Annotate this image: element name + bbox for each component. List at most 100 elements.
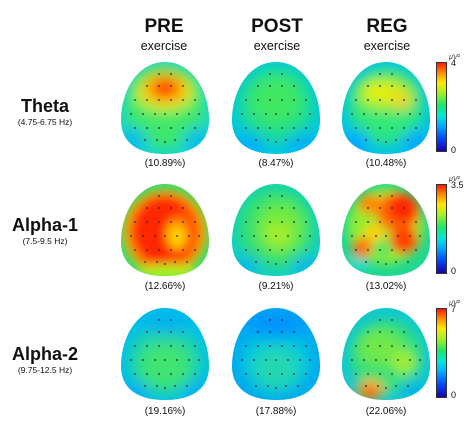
electrode-dot [305,99,307,101]
electrode-dot [174,385,176,387]
electrode-dot [269,221,271,223]
electrode-dot [293,221,295,223]
electrode-dot [309,235,311,237]
electrode-dot [379,319,381,321]
electrode-dot [403,127,405,129]
electrode-dot [391,373,393,375]
electrode-dot [379,221,381,223]
electrode-dot [257,85,259,87]
electrode-dot [391,85,393,87]
row-label-alpha2: Alpha-2 (9.75-12.5 Hz) [0,344,90,376]
electrode-dot [305,373,307,375]
electrode-dot [158,73,160,75]
electrode-dot [385,141,387,143]
electrode-dot [158,127,160,129]
electrode-dot [403,331,405,333]
electrode-dot [269,373,271,375]
electrode-dot [269,73,271,75]
electrode-dot [293,99,295,101]
electrode-dot [415,373,417,375]
electrode-dot [134,249,136,251]
electrode-dot [245,373,247,375]
electrode-dot [285,385,287,387]
electrode-dot [355,345,357,347]
electrode-dot [269,331,271,333]
row-label-theta: Theta (4.75-6.75 Hz) [0,96,90,128]
topomap-alpha2-post [232,308,320,400]
electrode-dot [415,127,417,129]
electrode-dot [182,221,184,223]
electrode-dot [255,261,257,263]
topomap-theta-post [232,62,320,154]
band-frequency: (4.75-6.75 Hz) [17,117,73,127]
electrode-dot [415,249,417,251]
electrode-dot [309,359,311,361]
electrode-dot [395,385,397,387]
electrode-dot [293,331,295,333]
column-subtitle: exercise [363,39,411,53]
electrode-dot [293,249,295,251]
electrode-dot [409,359,411,361]
electrode-dot [281,99,283,101]
electrode-dot [415,345,417,347]
electrode-dot [377,261,379,263]
electrode-dot [142,113,144,115]
scale-min: 0 [451,390,457,400]
electrode-dot [245,249,247,251]
electrode-dot [174,139,176,141]
electrode-dot [146,221,148,223]
electrode-dot [144,139,146,141]
electrode-dot [285,261,287,263]
electrode-dot [403,99,405,101]
electrode-dot [265,113,267,115]
topomap-alpha2-reg [342,308,430,400]
electrode-dot [281,85,283,87]
electrode-dot [146,249,148,251]
electrode-dot [305,345,307,347]
electrode-dot [257,345,259,347]
electrode-dot [182,207,184,209]
electrode-dot [154,113,156,115]
electrode-dot [351,359,353,361]
percent-label: (9.21%) [258,281,294,292]
electrode-dot [367,207,369,209]
electrode-dot [379,195,381,197]
electrode-dot [182,345,184,347]
electrode-dot [395,139,397,141]
color-scale-bar [436,308,447,398]
electrode-dot [407,261,409,263]
electrode-dot [409,235,411,237]
electrode-dot [385,263,387,265]
electrode-dot [269,207,271,209]
electrode-dot [419,113,421,115]
band-name: Alpha-2 [11,344,78,364]
electrode-dot [269,99,271,101]
electrode-dot [293,127,295,129]
electrode-dot [146,127,148,129]
electrode-dot [375,359,377,361]
electrode-dot [409,113,411,115]
electrode-dot [275,359,277,361]
electrode-dot [281,127,283,129]
electrode-dot [158,249,160,251]
electrode-dot [257,249,259,251]
electrode-dot [419,359,421,361]
electrode-dot [299,359,301,361]
electrode-dot [130,235,132,237]
electrode-dot [377,385,379,387]
electrode-dot [391,207,393,209]
electrode-dot [367,249,369,251]
electrode-dot [253,235,255,237]
electrode-dot [194,249,196,251]
electrode-dot [130,113,132,115]
scale-unit: μV² [449,176,460,183]
electrode-dot [198,359,200,361]
electrode-dot [134,127,136,129]
electrode-dot [403,221,405,223]
electrode-dot [385,387,387,389]
electrode-dot [367,99,369,101]
percent-label: (10.89%) [144,158,186,169]
electrode-dot [146,207,148,209]
electrode-dot [367,373,369,375]
electrode-dot [257,221,259,223]
